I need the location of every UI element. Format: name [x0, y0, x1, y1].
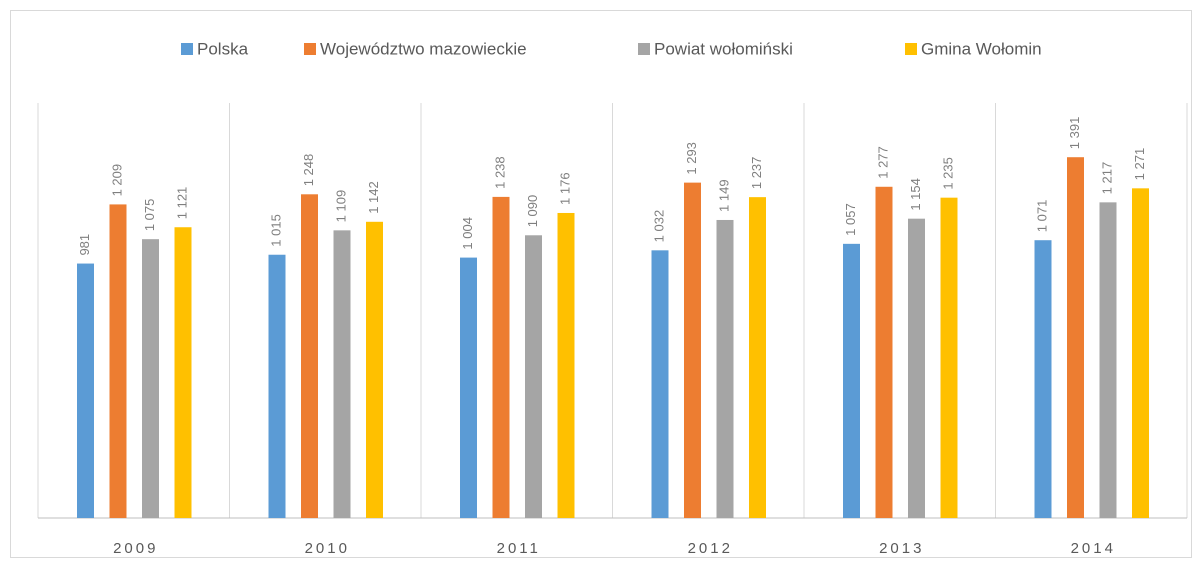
data-label: 1 057 — [843, 203, 858, 236]
data-label: 1 004 — [460, 217, 475, 250]
bar — [908, 218, 925, 518]
bar — [333, 230, 351, 518]
bar — [749, 197, 766, 518]
data-label: 1 142 — [366, 181, 381, 214]
x-tick-label: 2013 — [879, 540, 924, 557]
bar — [557, 212, 575, 518]
bar — [268, 254, 286, 518]
legend-label: Województwo mazowieckie — [320, 39, 527, 58]
data-label: 1 015 — [268, 214, 283, 247]
x-tick-label: 2009 — [113, 540, 158, 557]
data-label: 1 293 — [684, 142, 699, 175]
bar — [651, 250, 669, 518]
legend-label: Powiat wołomiński — [654, 39, 793, 58]
bar — [716, 219, 734, 518]
data-label: 1 071 — [1034, 200, 1049, 233]
legend-swatch — [638, 43, 650, 55]
data-label: 1 149 — [716, 179, 731, 212]
data-label: 1 238 — [492, 156, 507, 189]
bar — [301, 194, 318, 519]
data-label: 1 109 — [333, 190, 348, 223]
data-label: 981 — [77, 234, 92, 256]
data-label: 1 271 — [1132, 148, 1147, 181]
bar — [684, 182, 701, 519]
bar — [525, 235, 542, 518]
bar — [1132, 188, 1149, 518]
legend-swatch — [905, 43, 917, 55]
bar — [77, 263, 94, 518]
x-tick-label: 2011 — [497, 540, 541, 557]
data-label: 1 032 — [651, 210, 666, 243]
data-label: 1 235 — [940, 157, 955, 190]
legend-label: Gmina Wołomin — [921, 39, 1042, 58]
data-label: 1 075 — [142, 199, 157, 232]
bar — [843, 243, 860, 518]
data-label: 1 154 — [908, 178, 923, 211]
legend-swatch — [181, 43, 193, 55]
data-label: 1 209 — [109, 164, 124, 197]
x-tick-label: 2010 — [305, 540, 350, 557]
data-label: 1 090 — [525, 195, 540, 228]
bar — [142, 239, 159, 518]
x-tick-label: 2012 — [688, 540, 733, 557]
data-label: 1 277 — [875, 146, 890, 179]
bar — [875, 186, 893, 518]
bar — [492, 196, 510, 519]
bar — [460, 257, 477, 518]
bar — [174, 227, 192, 518]
data-label: 1 176 — [557, 172, 572, 205]
bar — [1067, 157, 1084, 518]
data-label: 1 217 — [1099, 162, 1114, 195]
chart-border — [10, 10, 1192, 558]
data-label: 1 121 — [174, 187, 189, 220]
x-tick-label: 2014 — [1071, 540, 1116, 557]
bar — [109, 204, 127, 518]
bar — [1034, 240, 1052, 518]
bar — [1099, 202, 1117, 518]
data-label: 1 248 — [301, 154, 316, 187]
data-label: 1 391 — [1067, 117, 1082, 150]
bar — [940, 197, 958, 518]
legend-swatch — [304, 43, 316, 55]
data-label: 1 237 — [749, 157, 764, 190]
bar — [366, 221, 383, 518]
legend-label: Polska — [197, 39, 249, 58]
